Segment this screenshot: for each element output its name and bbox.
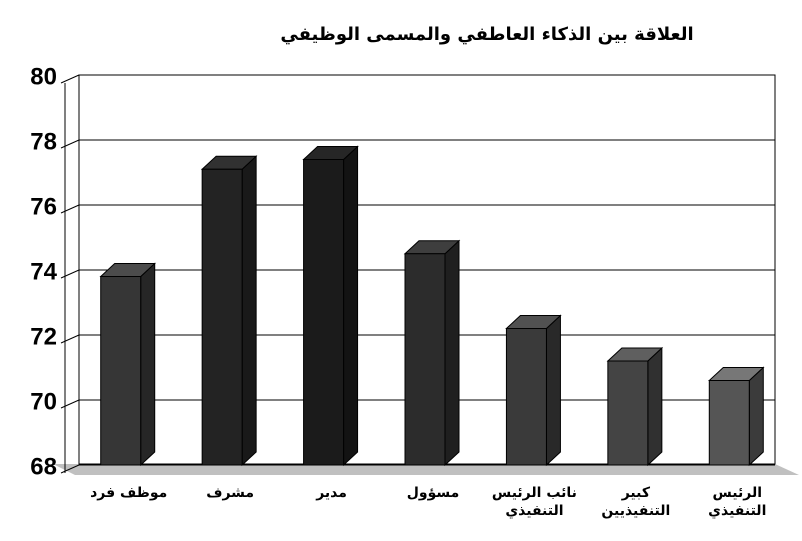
bar-side (647, 346, 663, 467)
bar-side (343, 145, 359, 467)
bar-side (444, 239, 460, 467)
floor (53, 464, 799, 475)
y-tick-label: 72 (30, 323, 57, 350)
tick-mark (60, 139, 80, 149)
bar (708, 366, 765, 467)
bar (403, 239, 461, 467)
bar-front (201, 168, 243, 466)
y-tick-label: 74 (30, 258, 57, 285)
bar (505, 314, 562, 467)
tick-mark (60, 464, 80, 474)
x-tick-label: كبير التنفيذيين (601, 485, 671, 519)
tick-mark (60, 269, 80, 279)
bar-front (303, 159, 345, 466)
x-tick-label: مسؤول (406, 485, 460, 501)
bar-front (708, 380, 750, 466)
bar (200, 155, 258, 467)
bar-side (241, 155, 257, 467)
x-tick-label: نائب الرئيس التنفيذي (491, 485, 577, 519)
tick-mark (60, 399, 80, 409)
y-tick-label: 78 (30, 128, 57, 155)
bar-front (607, 360, 649, 466)
bar-side (140, 262, 156, 467)
tick-mark (60, 334, 80, 344)
x-tick-label: الرئيس التنفيذي (708, 485, 767, 519)
x-tick-label: مدير (316, 485, 347, 501)
bar (606, 346, 664, 467)
y-tick-label: 70 (30, 388, 57, 415)
bar-front (404, 253, 446, 466)
bar-front (100, 276, 142, 466)
x-tick-label: موظف فرد (90, 485, 168, 501)
bar-front (505, 328, 547, 466)
chart-title: العلاقة بين الذكاء العاطفي والمسمى الوظي… (280, 24, 693, 45)
y-tick-label: 80 (30, 63, 57, 90)
bar-side (748, 366, 764, 467)
bar (302, 145, 359, 467)
x-tick-label: مشرف (206, 485, 255, 501)
tick-mark (60, 204, 80, 214)
bar-side (545, 314, 561, 467)
tick-mark (60, 74, 80, 84)
bar (99, 262, 156, 467)
y-tick-label: 68 (30, 453, 57, 480)
y-tick-label: 76 (30, 193, 57, 220)
